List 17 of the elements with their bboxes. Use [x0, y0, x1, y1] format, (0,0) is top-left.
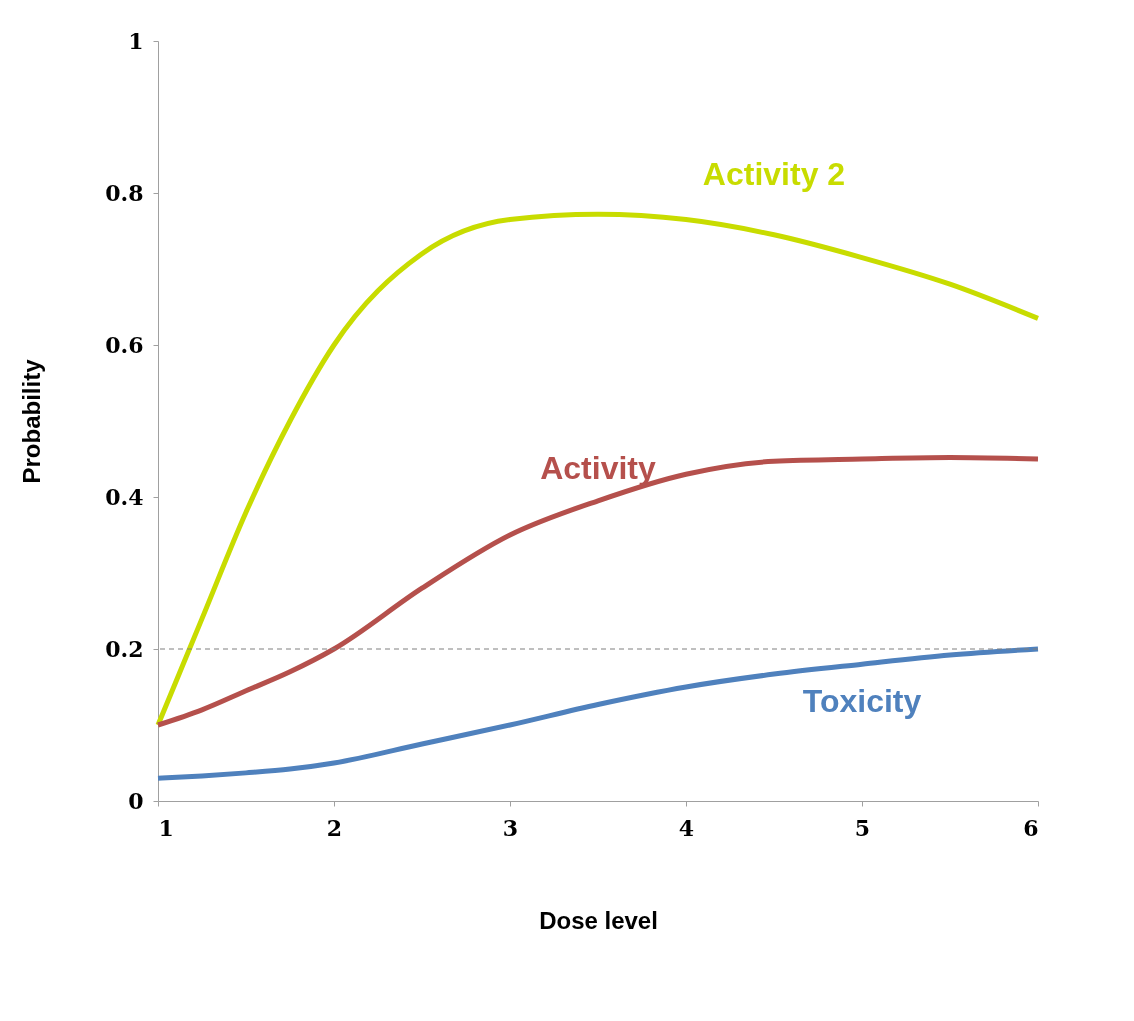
series-label: Activity 2 — [702, 155, 846, 192]
y-tick-label: 0 — [128, 787, 144, 814]
y-tick-label: 1 — [128, 27, 144, 54]
y-tick-label: 0.6 — [105, 331, 144, 358]
x-tick-label: 1 — [158, 814, 174, 841]
x-tick-label: 6 — [1023, 814, 1039, 841]
x-tick-label: 2 — [326, 814, 343, 841]
x-tick-label: 4 — [678, 814, 695, 841]
series-label: Activity — [540, 449, 656, 486]
series-label: Toxicity — [802, 683, 922, 720]
y-tick-label: 0.4 — [105, 483, 144, 510]
x-axis-title: Dose level — [539, 906, 658, 934]
y-tick-label: 0.2 — [105, 635, 144, 662]
y-tick-label: 0.8 — [105, 179, 144, 206]
x-tick-label: 5 — [854, 814, 871, 841]
y-axis-title: Probability — [18, 358, 46, 484]
x-tick-label: 3 — [502, 814, 519, 841]
